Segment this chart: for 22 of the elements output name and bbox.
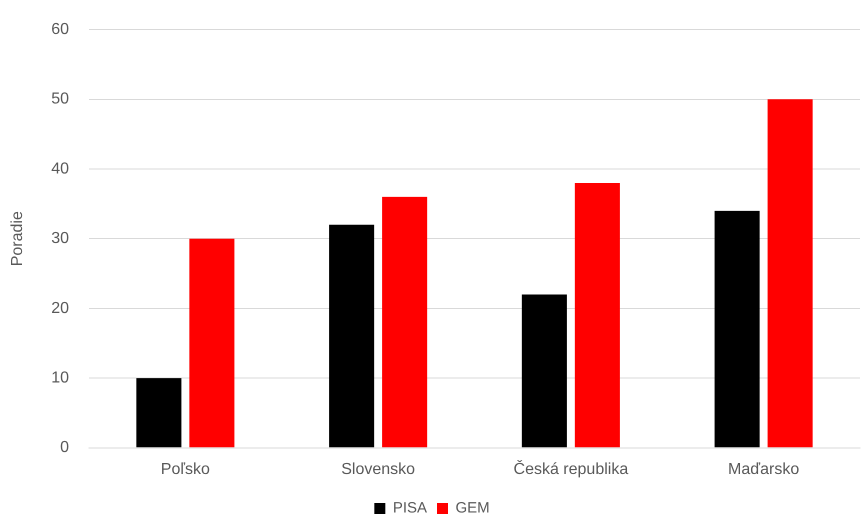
y-tick-label: 0 [60,439,70,456]
bar [382,196,428,448]
y-tick-label: 20 [51,300,70,317]
legend-label: GEM [456,500,490,517]
bar [574,182,620,448]
x-tick-label: Slovensko [341,460,416,478]
y-tick-label: 10 [51,370,70,387]
bar [136,378,182,448]
y-axis-title: Poradie [9,211,26,266]
y-tick-label: 30 [51,230,70,248]
legend-label: PISA [392,500,428,517]
bar [768,99,813,448]
bar [189,238,234,448]
y-tick-label: 60 [51,21,70,38]
x-tick-label: Poľsko [160,460,210,478]
y-tick-label: 40 [51,160,70,178]
x-tick-label: Česká republika [514,460,628,478]
bar [329,224,374,448]
bar [714,210,760,448]
y-tick-label: 50 [51,90,70,108]
bar [522,294,567,448]
x-tick-label: Maďarsko [728,460,800,478]
